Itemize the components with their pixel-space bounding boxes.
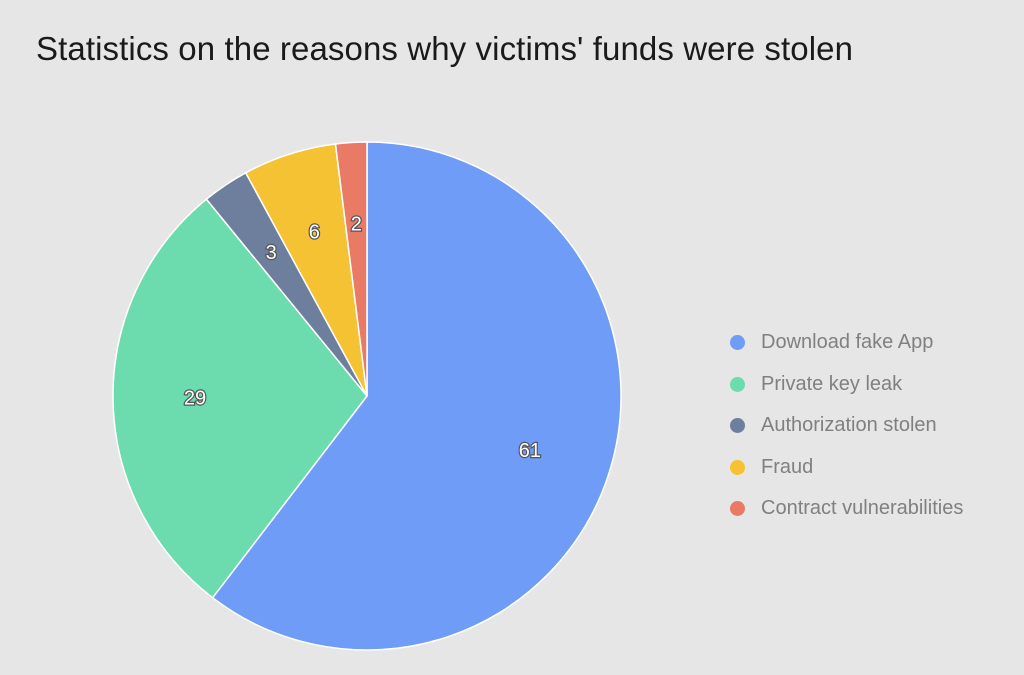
slice-value-label-contract-vulnerabilities: 2 (351, 213, 362, 235)
legend-item-contract-vulnerabilities[interactable]: Contract vulnerabilities (730, 488, 963, 530)
legend-marker-icon (730, 335, 745, 351)
slice-value-label-fraud: 6 (309, 221, 320, 243)
legend-marker-icon (730, 376, 745, 392)
pie-slice-download-fake-app[interactable] (211, 141, 622, 651)
legend-label: Fraud (761, 455, 814, 478)
legend-marker-icon (730, 501, 745, 517)
chart-legend: Download fake App Private key leak Authori… (730, 322, 963, 530)
legend-marker-icon (730, 418, 745, 434)
pie-slice-private-key-leak[interactable] (112, 198, 368, 599)
legend-item-private-key-leak[interactable]: Private key leak (730, 364, 963, 406)
legend-marker-icon (730, 459, 745, 475)
legend-label: Contract vulnerabilities (761, 497, 964, 520)
pie-slice-contract-vulnerabilities[interactable] (334, 141, 368, 397)
legend-item-authorization-stolen[interactable]: Authorization stolen (730, 405, 963, 447)
legend-label: Private key leak (761, 372, 903, 395)
legend-label: Download fake App (761, 331, 934, 354)
legend-label: Authorization stolen (761, 414, 937, 437)
legend-item-download-fake-app[interactable]: Download fake App (730, 322, 963, 364)
chart-title: Statistics on the reasons why victims' f… (36, 30, 854, 67)
slice-value-label-authorization-stolen: 3 (266, 242, 277, 264)
slice-value-label-private-key-leak: 29 (184, 388, 206, 410)
slice-value-label-download-fake-app: 61 (519, 440, 541, 462)
legend-item-fraud[interactable]: Fraud (730, 447, 963, 489)
